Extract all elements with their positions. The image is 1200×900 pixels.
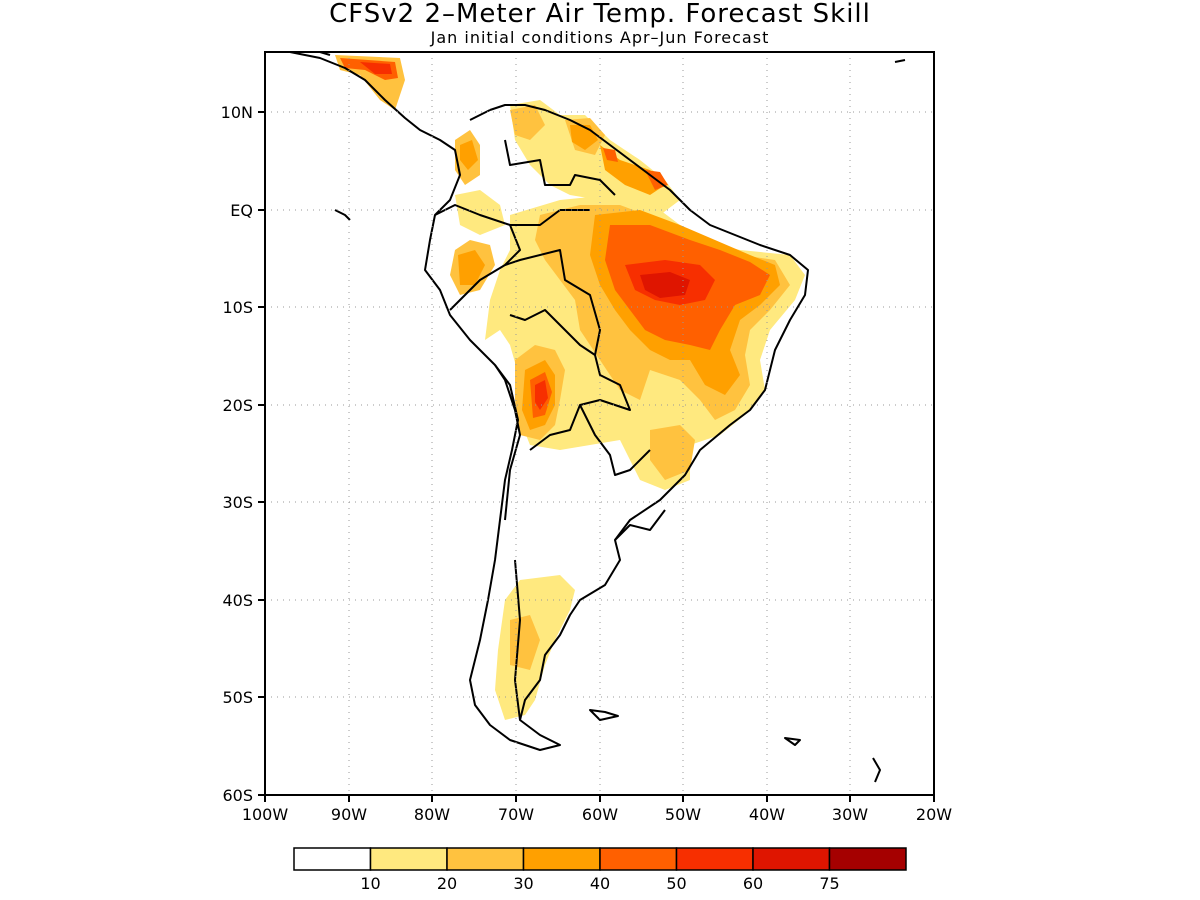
lon-label: 90W [331,805,367,824]
lon-label: 40W [749,805,785,824]
lat-label: EQ [230,201,253,220]
colorbar-label: 40 [590,874,610,893]
colorbar-label: 30 [513,874,533,893]
skill-shading [335,55,805,720]
lat-label: 50S [222,688,253,707]
lat-labels: 10N EQ 10S 20S 30S 40S 50S 60S [221,103,253,805]
colorbar-box [446,847,525,871]
colorbar-box [522,847,601,871]
axis-ticks [258,111,935,802]
colorbar-box [599,847,678,871]
colorbar-box [752,847,831,871]
lat-label: 20S [222,396,253,415]
lon-label: 30W [832,805,868,824]
lat-label: 60S [222,786,253,805]
colorbar-box [369,847,448,871]
lat-label: 10N [221,103,253,122]
colorbar-label: 75 [819,874,839,893]
lat-label: 10S [222,298,253,317]
colorbar-label: 20 [437,874,457,893]
colorbar-box [828,847,907,871]
colorbar-label: 50 [666,874,686,893]
map-title: CFSv2 2–Meter Air Temp. Forecast Skill [329,0,871,29]
lon-label: 20W [916,805,952,824]
lon-labels: 100W 90W 80W 70W 60W 50W 40W 30W 20W [242,805,952,824]
colorbar-box [675,847,754,871]
lon-label: 80W [414,805,450,824]
lon-label: 60W [582,805,618,824]
lon-label: 70W [498,805,534,824]
skill-band-60-75 [640,272,690,298]
colorbar-box [293,847,372,871]
lat-label: 40S [222,591,253,610]
lon-label: 50W [665,805,701,824]
lat-label: 30S [222,493,253,512]
coastline [289,52,906,783]
colorbar-label: 10 [360,874,380,893]
colorbar [293,847,907,871]
colorbar-labels: 10 20 30 40 50 60 75 [360,874,839,893]
lon-label: 100W [242,805,289,824]
colorbar-label: 60 [743,874,763,893]
map-subtitle: Jan initial conditions Apr–Jun Forecast [430,28,770,47]
